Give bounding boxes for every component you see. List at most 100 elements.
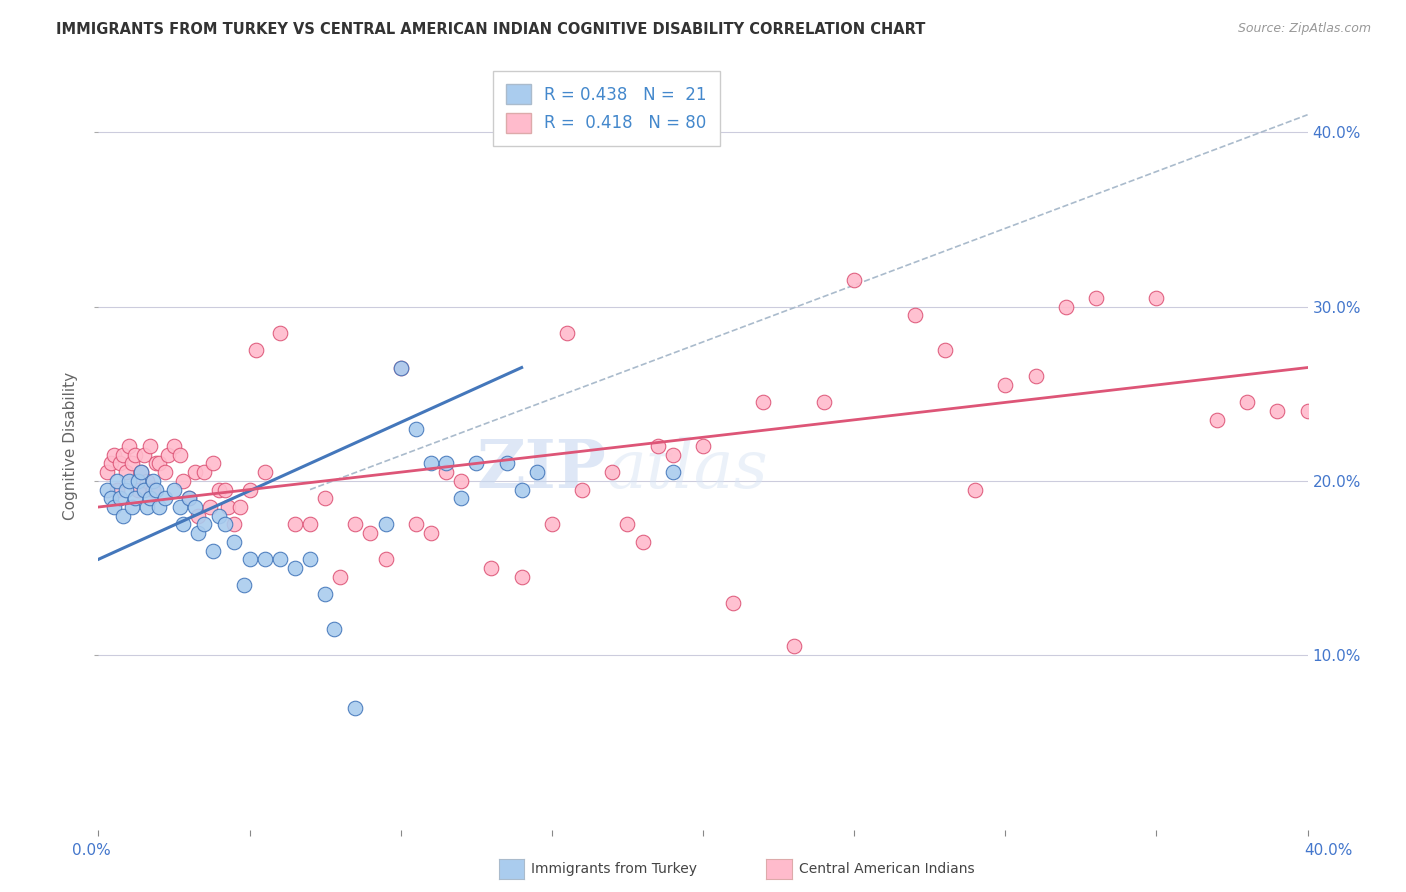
Point <box>193 517 215 532</box>
Point <box>239 552 262 566</box>
Point <box>752 395 775 409</box>
Point <box>217 500 239 514</box>
Point <box>156 448 179 462</box>
Point <box>200 500 222 514</box>
Point <box>374 517 396 532</box>
Point <box>239 483 262 497</box>
Point <box>510 483 533 497</box>
Text: Central American Indians: Central American Indians <box>799 862 974 876</box>
Point <box>602 465 624 479</box>
Point <box>434 457 457 471</box>
Point <box>139 491 162 506</box>
Point <box>145 457 167 471</box>
Text: ZIP: ZIP <box>477 436 606 501</box>
Point <box>224 534 246 549</box>
Point <box>344 517 367 532</box>
Text: Source: ZipAtlas.com: Source: ZipAtlas.com <box>1237 22 1371 36</box>
Point <box>214 517 236 532</box>
Point <box>163 439 186 453</box>
Point <box>187 526 209 541</box>
Point <box>124 491 146 506</box>
Point <box>121 457 143 471</box>
Point <box>139 439 162 453</box>
Point <box>329 570 352 584</box>
Point <box>111 508 134 523</box>
Point <box>783 640 806 654</box>
Point <box>1296 404 1319 418</box>
Point <box>934 343 956 357</box>
Point <box>450 474 472 488</box>
Point <box>374 552 396 566</box>
Point <box>148 457 170 471</box>
Text: IMMIGRANTS FROM TURKEY VS CENTRAL AMERICAN INDIAN COGNITIVE DISABILITY CORRELATI: IMMIGRANTS FROM TURKEY VS CENTRAL AMERIC… <box>56 22 925 37</box>
Point <box>111 448 134 462</box>
Point <box>169 448 191 462</box>
Text: atlas: atlas <box>606 436 768 501</box>
Point <box>314 587 336 601</box>
Point <box>127 474 149 488</box>
Point <box>571 483 593 497</box>
Point <box>224 517 246 532</box>
Point <box>172 474 194 488</box>
Point <box>118 439 141 453</box>
Point <box>616 517 638 532</box>
Text: Immigrants from Turkey: Immigrants from Turkey <box>531 862 697 876</box>
Point <box>284 561 307 575</box>
Point <box>208 483 231 497</box>
Point <box>245 343 267 357</box>
Point <box>142 483 165 497</box>
Point <box>965 483 987 497</box>
Point <box>813 395 835 409</box>
Point <box>360 526 382 541</box>
Point <box>284 517 307 532</box>
Point <box>904 308 927 322</box>
Point <box>450 491 472 506</box>
Point <box>148 500 170 514</box>
Point <box>108 457 131 471</box>
Point <box>135 500 157 514</box>
Point <box>299 517 322 532</box>
Point <box>1236 395 1258 409</box>
Point <box>661 465 683 479</box>
Point <box>1024 369 1046 384</box>
Point <box>153 491 176 506</box>
Point <box>145 483 167 497</box>
Point <box>121 500 143 514</box>
Point <box>96 465 118 479</box>
Point <box>1144 291 1167 305</box>
Point <box>132 483 155 497</box>
Point <box>844 273 866 287</box>
Point <box>214 483 236 497</box>
Point <box>555 326 578 340</box>
Point <box>723 596 745 610</box>
Point <box>179 491 201 506</box>
Point <box>481 561 503 575</box>
Point <box>389 360 412 375</box>
Point <box>208 508 231 523</box>
Point <box>253 552 276 566</box>
Point <box>661 448 683 462</box>
Point <box>184 465 207 479</box>
Point <box>100 491 122 506</box>
Point <box>389 360 412 375</box>
Point <box>105 474 128 488</box>
Point <box>132 448 155 462</box>
Text: 40.0%: 40.0% <box>1305 843 1353 858</box>
Point <box>1085 291 1108 305</box>
Point <box>127 483 149 497</box>
Point <box>163 483 186 497</box>
Point <box>344 700 367 714</box>
Point <box>100 457 122 471</box>
Point <box>420 526 443 541</box>
Point <box>495 457 517 471</box>
Point <box>103 500 125 514</box>
Point <box>269 552 291 566</box>
Point <box>405 421 427 435</box>
Point <box>1267 404 1289 418</box>
Point <box>193 465 215 479</box>
Point <box>314 491 336 506</box>
Point <box>114 465 136 479</box>
Point <box>172 517 194 532</box>
Point <box>153 465 176 479</box>
Point <box>129 465 152 479</box>
